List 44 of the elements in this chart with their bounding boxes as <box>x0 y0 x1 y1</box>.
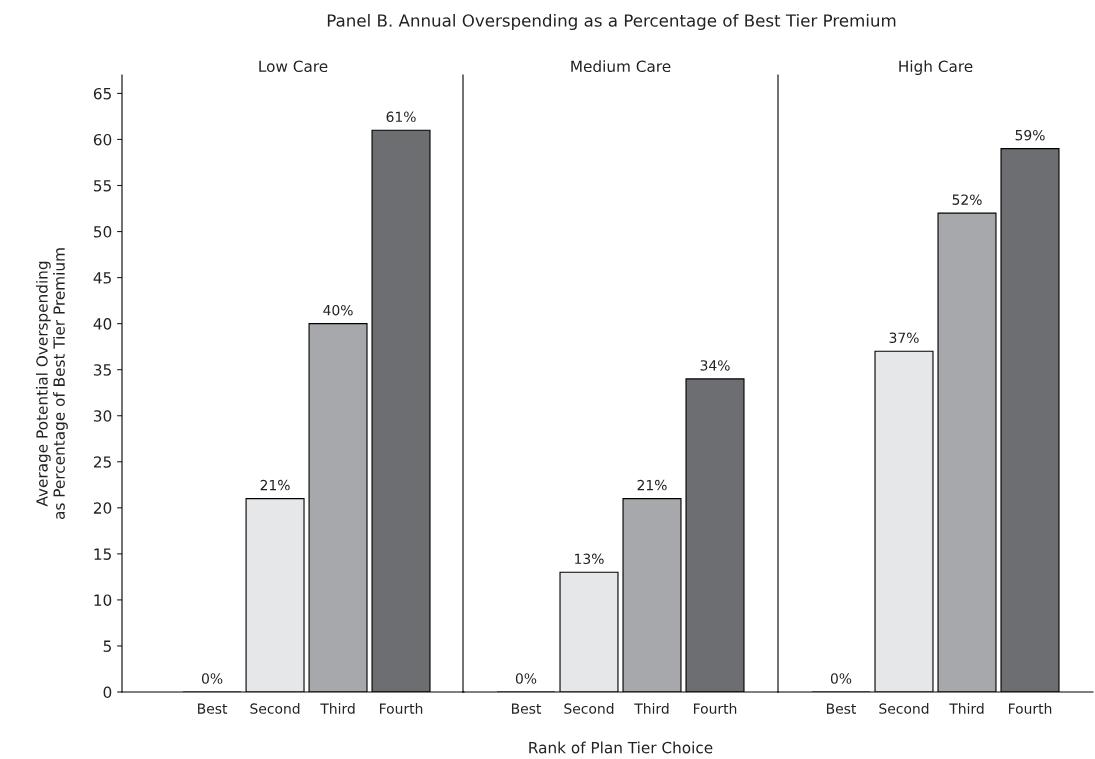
x-tick-label: Second <box>879 703 929 714</box>
y-tick-label: 60 <box>93 133 112 146</box>
data-label: 52% <box>952 194 982 205</box>
data-label: 0% <box>201 673 223 684</box>
y-axis-title: Average Potential Overspending as Percentage of Best Tier Premium <box>35 248 68 519</box>
data-label: 34% <box>700 360 730 371</box>
y-tick-label: 50 <box>94 226 112 238</box>
y-tick-label: 0 <box>103 686 112 699</box>
y-tick-label: 65 <box>93 87 111 100</box>
y-tick-label: 5 <box>103 640 111 652</box>
x-tick-label: Fourth <box>693 703 737 714</box>
y-tick-label: 30 <box>94 410 112 422</box>
data-label: 40% <box>323 304 353 316</box>
x-tick-label: Best <box>826 703 857 714</box>
data-label: 21% <box>260 479 290 491</box>
y-tick-label: 20 <box>93 502 112 514</box>
y-tick-label: 40 <box>93 318 112 330</box>
y-tick-label: 55 <box>94 180 111 192</box>
chart-title: Medium Care <box>571 60 671 73</box>
data-label: 21% <box>637 479 667 491</box>
data-label: 0% <box>515 673 537 684</box>
x-tick-label: Fourth <box>380 703 423 714</box>
data-label: 0% <box>830 673 852 684</box>
x-tick-label: Best <box>198 703 228 714</box>
y-tick-label: 35 <box>94 364 111 376</box>
x-tick-label: Second <box>250 703 300 714</box>
chart-title: High Care <box>899 60 973 75</box>
data-label: 13% <box>575 553 604 565</box>
data-label: 59% <box>1015 129 1045 141</box>
text: Panel B. Annual Overspending as a Percentage of Best Tier Premium <box>327 13 896 31</box>
data-label: 37% <box>889 332 919 344</box>
y-tick-label: 15 <box>94 548 111 560</box>
data-label: 61% <box>386 111 416 123</box>
x-tick-label: Third <box>949 703 984 714</box>
y-tick-label: 25 <box>93 456 111 468</box>
y-tick-label: 45 <box>93 272 111 284</box>
x-tick-label: Fourth <box>1008 703 1052 714</box>
x-tick-label: Second <box>564 703 614 714</box>
chart-title: Low Care <box>259 60 328 73</box>
x-tick-label: Third <box>320 703 355 714</box>
y-tick-label: 10 <box>94 594 112 606</box>
x-axis-title: Rank of Plan Tier Choice <box>529 741 713 754</box>
x-tick-label: Third <box>634 703 669 714</box>
x-tick-label: Best <box>511 703 542 714</box>
